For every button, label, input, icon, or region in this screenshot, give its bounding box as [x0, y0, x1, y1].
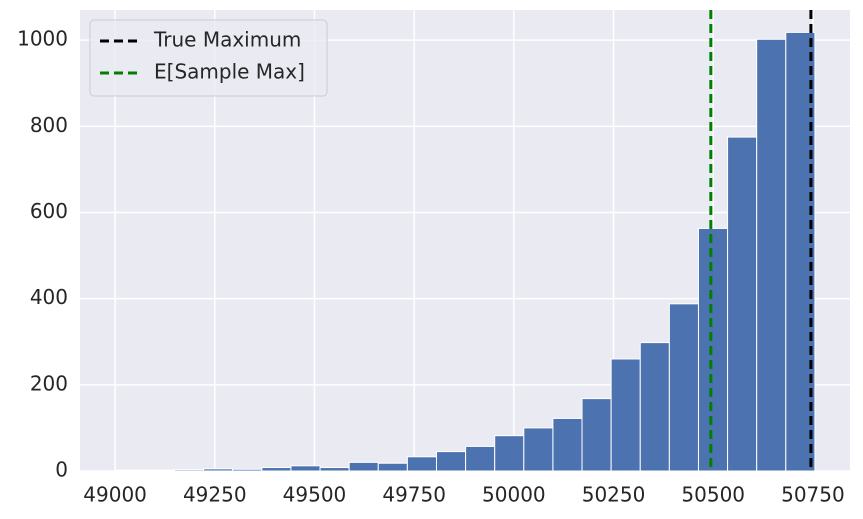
- x-tick-label: 49250: [183, 483, 247, 507]
- x-tick-label: 50500: [681, 483, 745, 507]
- bar: [319, 467, 350, 472]
- x-tick-label: 50250: [582, 483, 646, 507]
- legend-label: E[Sample Max]: [154, 60, 305, 84]
- bar: [232, 468, 263, 472]
- x-tick-label: 49750: [382, 483, 446, 507]
- legend-label: True Maximum: [153, 28, 301, 52]
- x-tick-label: 49000: [83, 483, 147, 507]
- x-tick-label: 50000: [482, 483, 546, 507]
- y-tick-label: 200: [30, 371, 68, 395]
- x-tick-label: 50750: [781, 483, 845, 507]
- y-tick-label: 600: [30, 199, 68, 223]
- y-tick-label: 800: [30, 113, 68, 137]
- bar: [494, 435, 525, 472]
- x-tick-label: 49500: [283, 483, 347, 507]
- bar: [668, 303, 699, 472]
- bar: [290, 465, 321, 472]
- bar: [174, 469, 205, 472]
- bar: [552, 417, 583, 472]
- bar: [435, 451, 467, 472]
- bar: [377, 462, 408, 472]
- bar: [348, 461, 379, 472]
- bar: [144, 469, 176, 472]
- bar: [639, 342, 670, 472]
- y-tick-label: 1000: [17, 27, 68, 51]
- bar: [203, 468, 234, 472]
- legend-box: [89, 19, 328, 97]
- bar: [727, 136, 758, 472]
- bar: [115, 469, 146, 472]
- bar: [406, 456, 437, 472]
- bar: [610, 358, 641, 472]
- bar: [581, 398, 612, 472]
- y-tick-label: 400: [30, 285, 68, 309]
- bar: [465, 445, 496, 472]
- bar: [523, 427, 554, 472]
- y-tick-label: 0: [55, 458, 68, 482]
- bar: [756, 38, 787, 472]
- bar: [697, 227, 729, 472]
- bar: [261, 467, 292, 472]
